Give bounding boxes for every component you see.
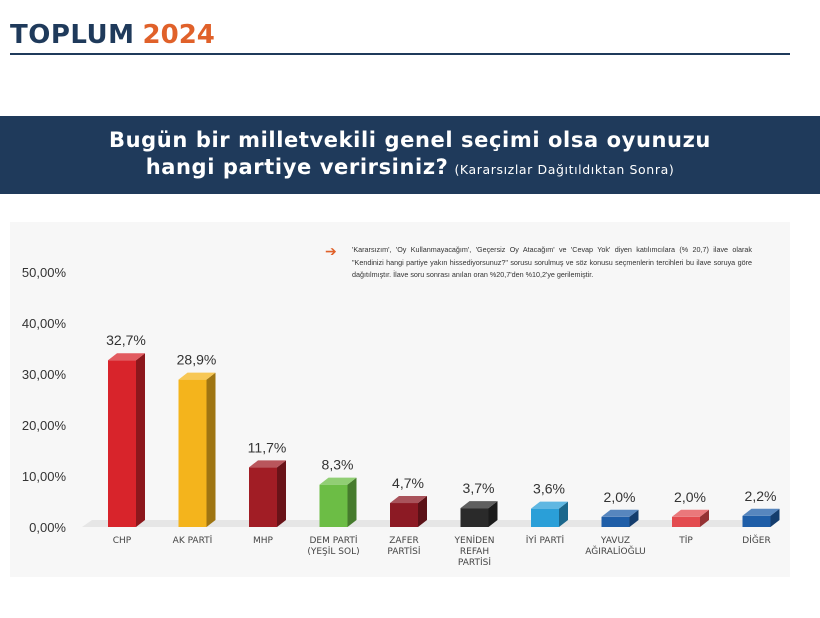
note-arrow-icon: ➔	[325, 243, 337, 259]
y-tick-label: 50,00%	[22, 265, 67, 280]
bar	[531, 508, 559, 527]
data-label: 2,0%	[674, 489, 706, 505]
bar-side	[347, 477, 357, 527]
bar	[319, 484, 348, 527]
bar	[601, 516, 630, 527]
data-label: 8,3%	[322, 457, 354, 473]
bar-top	[108, 353, 145, 361]
bar-top	[390, 496, 427, 504]
bar-side	[418, 496, 427, 527]
logo: TOPLUM 2024	[10, 20, 215, 56]
x-tick-label: DİĞER	[742, 534, 771, 546]
methodology-note: 'Kararsızım', 'Oy Kullanmayacağım', 'Geç…	[352, 245, 752, 279]
bar-top	[672, 509, 709, 517]
y-tick-label: 20,00%	[22, 418, 67, 433]
y-tick-label: 30,00%	[22, 367, 67, 382]
x-tick-label: YENİDEN REFAH PARTİSİ	[454, 535, 495, 568]
title-band: Bugün bir milletvekili genel seçimi olsa…	[0, 116, 820, 194]
bar-side	[277, 460, 286, 527]
bar-top	[531, 501, 568, 509]
y-tick-label: 10,00%	[22, 469, 67, 484]
bar-top	[319, 477, 357, 485]
logo-brand: TOPLUM	[10, 20, 135, 50]
data-label: 3,7%	[463, 480, 495, 496]
x-tick-label: ZAFER PARTİSİ	[387, 536, 420, 557]
bar	[249, 467, 277, 527]
header-divider	[10, 53, 790, 55]
bar	[178, 379, 207, 527]
bar	[460, 508, 489, 527]
x-tick-label: DEM PARTİ (YEŞİL SOL)	[307, 535, 359, 557]
x-tick-label: MHP	[253, 536, 274, 546]
x-tick-label: TİP	[678, 535, 693, 546]
data-label: 3,6%	[533, 481, 565, 497]
bar-top	[460, 501, 498, 509]
bar	[742, 515, 771, 527]
data-label: 2,2%	[745, 488, 777, 504]
bar-top	[601, 509, 639, 517]
x-tick-label: CHP	[113, 536, 132, 546]
chart-title-line1: Bugün bir milletvekili genel seçimi olsa…	[109, 128, 711, 152]
data-label: 11,7%	[248, 439, 287, 455]
chart-subtitle: (Kararsızlar Dağıtıldıktan Sonra)	[454, 162, 675, 177]
bar	[672, 516, 700, 527]
logo-year: 2024	[142, 20, 215, 50]
x-tick-label: AK PARTİ	[173, 535, 213, 546]
data-label: 4,7%	[392, 475, 424, 491]
bar-top	[742, 508, 780, 516]
x-tick-label: YAVUZ AĞIRALİOĞLU	[585, 536, 646, 557]
data-label: 2,0%	[604, 489, 636, 505]
y-tick-label: 40,00%	[22, 316, 67, 331]
chart-title-line2: hangi partiye verirsiniz?	[145, 155, 449, 179]
bar	[390, 503, 418, 527]
bar-side	[136, 353, 145, 527]
y-tick-label: 0,00%	[29, 520, 66, 535]
x-tick-label: İYİ PARTİ	[526, 535, 564, 546]
bar-side	[488, 501, 498, 527]
data-label: 28,9%	[177, 352, 217, 368]
bar-top	[178, 372, 216, 380]
bar-top	[249, 460, 286, 468]
bar-side	[629, 509, 639, 527]
data-label: 32,7%	[106, 332, 146, 348]
bar-side	[700, 509, 709, 527]
bar-side	[559, 501, 568, 527]
bar-side	[206, 372, 216, 527]
bar	[108, 360, 136, 527]
bar-side	[770, 508, 780, 527]
